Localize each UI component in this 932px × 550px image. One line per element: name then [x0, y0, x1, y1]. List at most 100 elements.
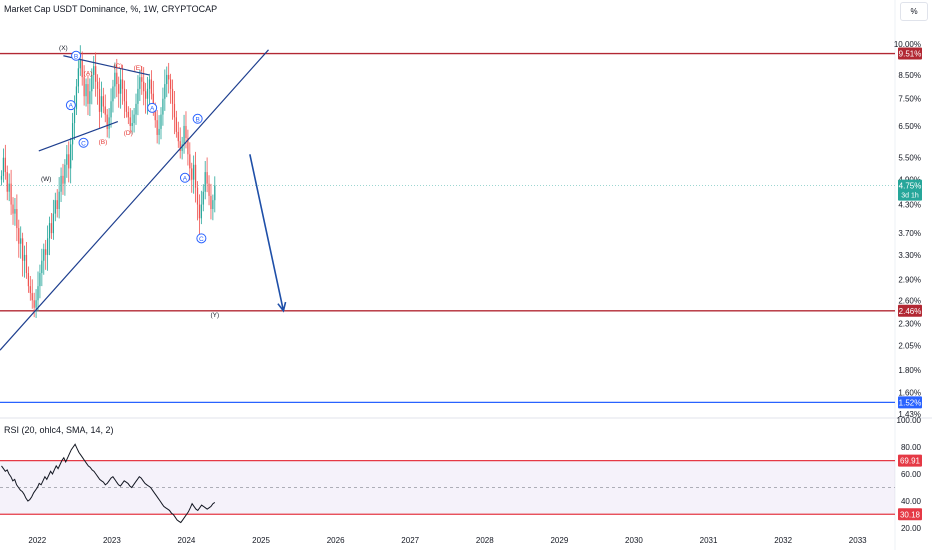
- candle-body: [123, 88, 126, 102]
- candle-body: [160, 114, 162, 129]
- price-tick-label: 3.70%: [898, 229, 921, 238]
- candle-body: [83, 77, 85, 97]
- rsi-tick-label: 80.00: [901, 443, 922, 452]
- candle-body: [137, 88, 139, 104]
- candle-body: [194, 164, 197, 188]
- candle-body: [77, 68, 79, 87]
- time-tick-label: 2023: [103, 536, 121, 545]
- price-tick-label: 2.60%: [898, 296, 921, 305]
- candle-body: [52, 213, 55, 234]
- wave-label-circle: [179, 172, 190, 183]
- candle-body: [98, 88, 101, 112]
- wave-label: A: [183, 175, 188, 182]
- candle-body: [50, 223, 53, 234]
- candle-body: [6, 172, 8, 192]
- candle-body: [110, 101, 112, 118]
- candle-body: [14, 209, 16, 214]
- rsi-level-tag: [898, 508, 922, 521]
- price-line-label: 1.52%: [899, 398, 922, 407]
- candle-body: [0, 175, 3, 180]
- candle-body: [46, 238, 49, 255]
- candle-body: [106, 114, 108, 129]
- time-tick-label: 2029: [550, 536, 568, 545]
- candle-body: [133, 114, 135, 124]
- candle-body: [200, 204, 202, 219]
- candle-body: [193, 164, 195, 180]
- candle-body: [146, 88, 149, 99]
- price-line-tag: [898, 47, 922, 60]
- wave-label: B: [74, 53, 78, 60]
- rsi-title: RSI (20, ohlc4, SMA, 14, 2): [4, 425, 114, 435]
- price-tick-label: 2.05%: [898, 341, 921, 350]
- candle-body: [79, 59, 81, 69]
- candle-body: [175, 117, 177, 132]
- candle-body: [208, 183, 210, 196]
- candle-body: [95, 66, 97, 82]
- time-tick-label: 2032: [774, 536, 792, 545]
- candle-body: [152, 93, 154, 110]
- candle-body: [141, 77, 143, 82]
- candle-body: [58, 191, 60, 210]
- percent-scale-button[interactable]: %: [900, 2, 928, 21]
- wave-label: (E): [134, 65, 143, 72]
- candle-body: [202, 191, 204, 205]
- time-tick-label: 2025: [252, 536, 270, 545]
- wave-label: (Y): [210, 312, 219, 319]
- candle-body: [39, 273, 41, 287]
- candle-body: [25, 254, 28, 274]
- price-tick-label: 2.90%: [898, 275, 921, 284]
- candle-body: [169, 79, 172, 89]
- candle-body: [85, 84, 87, 97]
- wave-label: (B): [99, 139, 108, 146]
- price-line-tag: [898, 304, 922, 317]
- candle-body: [144, 91, 147, 99]
- candle-body: [125, 101, 128, 112]
- candle-body: [35, 300, 37, 308]
- candle-body: [37, 286, 39, 301]
- candle-body: [93, 66, 95, 75]
- candle-body: [12, 204, 14, 214]
- candle-body: [181, 144, 183, 151]
- candle-body: [131, 123, 133, 126]
- price-tick-label: 10.00%: [894, 40, 921, 49]
- candle-body: [81, 59, 83, 78]
- candle-body: [114, 72, 116, 87]
- candle-body: [62, 175, 64, 184]
- candle-body: [139, 77, 141, 89]
- rsi-tick-label: 60.00: [901, 470, 922, 479]
- candle-body: [91, 74, 93, 92]
- candle-body: [196, 187, 199, 205]
- price-tick-label: 3.30%: [898, 251, 921, 260]
- wave-label-circle: [71, 50, 82, 61]
- wave-label: (X): [59, 45, 68, 52]
- rsi-tick-label: 40.00: [901, 497, 922, 506]
- candle-body: [108, 117, 110, 129]
- candle-body: [10, 183, 12, 205]
- candle-body: [168, 74, 170, 80]
- candle-body: [22, 238, 24, 261]
- candle-body: [2, 157, 5, 176]
- candle-body: [4, 157, 6, 173]
- wave-label: C: [199, 236, 204, 243]
- projection-arrow: [249, 154, 285, 311]
- price-tick-label: 8.50%: [898, 71, 921, 80]
- candle-body: [158, 128, 160, 135]
- time-tick-label: 2027: [401, 536, 419, 545]
- price-tick-label: 1.43%: [898, 410, 921, 419]
- candle-body: [112, 86, 114, 102]
- candle-body: [23, 254, 26, 261]
- countdown-label: 3d 1h: [901, 193, 919, 200]
- wave-label: (W): [41, 176, 51, 183]
- rsi-tick-label: 100.00: [897, 416, 922, 425]
- candle-body: [102, 96, 104, 107]
- wave-label-circle: [192, 113, 203, 124]
- price-tick-label: 2.30%: [898, 320, 921, 329]
- time-tick-label: 2030: [625, 536, 643, 545]
- candle-body: [89, 91, 91, 104]
- candle-body: [33, 300, 35, 308]
- candle-body: [31, 293, 33, 301]
- rsi-level-tag: [898, 454, 922, 467]
- candle-body: [71, 123, 74, 145]
- candle-body: [104, 106, 106, 115]
